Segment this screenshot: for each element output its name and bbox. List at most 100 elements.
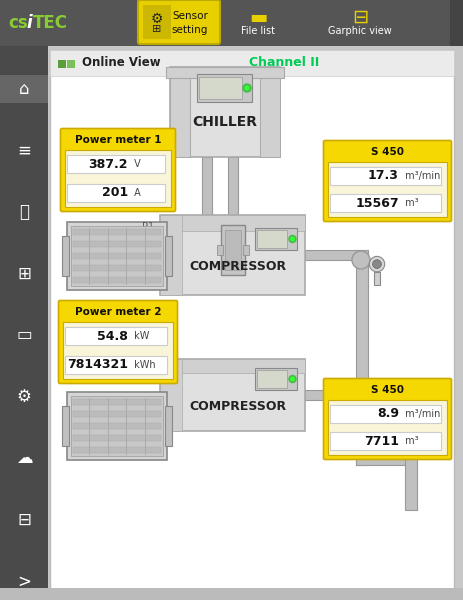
Bar [73, 435, 161, 441]
Text: kWh: kWh [131, 360, 156, 370]
Text: ▬: ▬ [248, 7, 267, 26]
Text: Power meter 2: Power meter 2 [75, 307, 161, 317]
Bar [65, 327, 167, 345]
Text: 8.9: 8.9 [376, 407, 398, 420]
Text: kW: kW [131, 331, 150, 341]
Bar [67, 184, 165, 202]
FancyBboxPatch shape [138, 0, 219, 44]
Bar [305, 390, 361, 400]
Bar [50, 50, 453, 76]
Text: ☁: ☁ [16, 449, 32, 467]
Bar [67, 60, 75, 68]
Bar [327, 162, 446, 217]
Bar [0, 46, 48, 600]
Bar [257, 370, 287, 388]
Text: setting: setting [171, 25, 208, 35]
Text: A: A [131, 188, 140, 198]
Bar [71, 226, 163, 286]
Bar [373, 272, 379, 285]
Text: ⊟: ⊟ [351, 7, 368, 26]
Text: m³: m³ [401, 198, 418, 208]
Bar [73, 229, 161, 235]
Bar [67, 155, 165, 173]
Bar [50, 50, 453, 590]
Text: i: i [26, 14, 31, 32]
Text: m³/min: m³/min [401, 409, 439, 419]
Text: 15567: 15567 [355, 197, 398, 210]
Bar [73, 277, 161, 283]
Bar [62, 236, 69, 277]
Text: S 450: S 450 [370, 147, 403, 157]
Circle shape [369, 397, 384, 412]
Bar [327, 400, 446, 455]
Bar [71, 396, 163, 456]
Text: Power meter 1: Power meter 1 [75, 135, 161, 145]
Text: ≡: ≡ [17, 142, 31, 160]
Bar [449, 0, 463, 46]
Text: Garphic view: Garphic view [327, 26, 391, 36]
Bar [160, 359, 182, 431]
Bar [160, 359, 305, 431]
Text: ⚙: ⚙ [150, 12, 163, 26]
Text: COMPRESSOR: COMPRESSOR [189, 260, 286, 274]
Bar [160, 215, 182, 295]
Text: 7814321: 7814321 [67, 358, 128, 371]
Bar [169, 67, 189, 157]
Bar [220, 225, 244, 275]
Bar [0, 588, 463, 600]
Circle shape [288, 235, 295, 242]
FancyBboxPatch shape [58, 301, 177, 383]
Bar [62, 406, 69, 446]
Circle shape [351, 391, 369, 409]
Bar [227, 157, 238, 290]
Text: m³/min: m³/min [401, 171, 439, 181]
Bar [73, 411, 161, 417]
Text: COMPRESSOR: COMPRESSOR [189, 401, 286, 413]
FancyBboxPatch shape [60, 128, 175, 211]
Bar [197, 74, 251, 102]
Circle shape [290, 237, 294, 241]
FancyBboxPatch shape [323, 140, 450, 221]
Text: 54.8: 54.8 [97, 330, 128, 343]
Bar [65, 356, 167, 374]
Bar [160, 215, 305, 295]
Bar [373, 412, 379, 425]
Text: V: V [131, 159, 140, 169]
Bar [255, 228, 297, 250]
Text: P1: P1 [142, 222, 154, 232]
Text: 7711: 7711 [363, 435, 398, 448]
Text: >: > [17, 572, 31, 590]
Text: N: N [147, 270, 154, 280]
Bar [355, 250, 367, 465]
Bar [257, 230, 287, 248]
Bar [73, 265, 161, 271]
Bar [0, 0, 463, 46]
Circle shape [290, 377, 294, 381]
Text: CHILLER: CHILLER [192, 115, 257, 129]
Text: TEC: TEC [33, 14, 68, 32]
Text: P3: P3 [142, 254, 154, 264]
Text: cs: cs [8, 14, 28, 32]
Bar [166, 67, 283, 78]
Bar [73, 399, 161, 405]
Bar [165, 406, 172, 446]
Text: ⌂: ⌂ [19, 80, 29, 98]
Bar [243, 245, 249, 255]
Text: Online View: Online View [82, 56, 160, 70]
Circle shape [372, 400, 381, 409]
Text: Channel II: Channel II [249, 56, 319, 70]
Circle shape [369, 256, 384, 272]
FancyBboxPatch shape [323, 379, 450, 460]
Bar [199, 77, 242, 99]
Bar [329, 432, 440, 450]
Circle shape [243, 84, 250, 92]
Text: 17.3: 17.3 [367, 169, 398, 182]
Bar [329, 167, 440, 185]
Bar [404, 453, 416, 510]
Text: ⊞: ⊞ [152, 24, 161, 34]
Text: 387.2: 387.2 [88, 158, 127, 171]
Bar [201, 157, 212, 290]
Text: P2: P2 [142, 238, 154, 248]
Bar [73, 241, 161, 247]
Text: File list: File list [240, 26, 275, 36]
